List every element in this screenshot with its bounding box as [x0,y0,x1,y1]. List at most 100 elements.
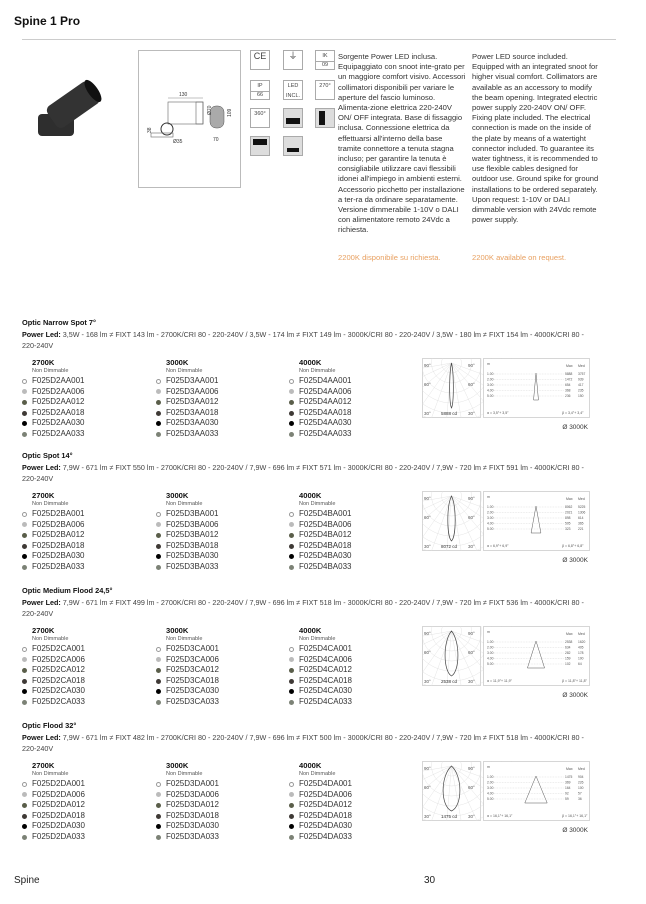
icon-label: 270° [319,83,331,89]
product-code-row: F025D4DA012 [289,800,419,811]
finish-color-dot [289,389,294,395]
dim-pivot: Ø35 [173,139,183,145]
distance-value: 5.00 [487,527,494,531]
distance-value: 2.00 [487,378,494,382]
product-code-row: F025D4CA006 [289,655,419,666]
product-code: F025D3DA018 [166,810,219,820]
dimming-type: Non Dimmable [32,636,69,642]
dimming-type: Non Dimmable [166,771,203,777]
color-temperature: 2700K [32,626,55,635]
product-code: F025D4DA001 [299,779,352,788]
finish-color-dot [156,399,161,405]
finish-color-dot [156,824,161,830]
ceiling-mount-icon [250,136,270,156]
max-lux-value: 8062 [565,505,573,509]
product-code-row: F025D3AA012 [156,397,286,408]
dimming-type: Non Dimmable [32,501,69,507]
temperature-column: 4000K Non Dimmable F025D4AA001 F025D4AA006 F… [289,358,419,440]
finish-color-dot [289,657,294,663]
med-lux-value: 100 [578,786,584,790]
note-italian: 2200K disponibile su richiesta. [338,253,441,262]
photometric-chart: 90° 90° 60° 60° 30° 30° 8072 cd m Max Med 1.00 8062… [422,491,590,551]
product-code-row: F025D3AA030 [156,418,286,429]
med-lux-value: 1620 [578,640,586,644]
med-lux-value: 100 [578,657,584,661]
product-code: F025D3DA033 [166,831,219,841]
product-code-row: F025D3DA033 [156,832,286,843]
product-code-row: F025D2DA018 [22,811,152,822]
product-code: F025D4BA018 [299,540,352,550]
icon-value: 66 [251,91,269,98]
finish-color-dot [22,543,27,549]
product-code-row: F025D3DA018 [156,811,286,822]
product-code: F025D2AA018 [32,407,85,417]
med-lux-value: 36 [578,797,582,801]
power-value: 3,5W - 168 lm ≠ FIXT 143 lm - 2700K/CRI … [22,330,584,350]
beam-cone [524,775,548,804]
power-led-spec: Power Led: 7,9W - 671 lm ≠ FIXT 482 lm -… [22,733,592,754]
finish-color-dot [156,646,161,652]
icon-value: 09 [316,61,334,68]
product-code-row: F025D2BA018 [22,541,152,552]
color-temperature: 4000K [299,358,322,367]
finish-color-dot [156,410,161,416]
optic-title: Optic Medium Flood 24,5° [22,586,113,595]
product-code: F025D2AA030 [32,418,85,428]
illuminance-frame [483,358,590,418]
beta-angle: β = 16,1°+ 16,1° [562,814,588,818]
product-code-row: F025D2AA012 [22,397,152,408]
wall-mount-icon [315,108,335,128]
temperature-column: 3000K Non Dimmable F025D3BA001 F025D3BA006 F… [156,491,286,573]
product-code: F025D2BA030 [32,551,85,561]
polar-angle-label: 60° [424,515,431,520]
distance-value: 5.00 [487,662,494,666]
color-temperature: 3000K [166,626,189,635]
med-lux-value: 235 [578,389,584,393]
temperature-column: 2700K Non Dimmable F025D2AA001 F025D2AA006 F… [22,358,152,440]
med-lux-value: 221 [578,527,584,531]
temperature-column: 2700K Non Dimmable F025D2CA001 F025D2CA006 F… [22,626,152,708]
product-code-row: F025D2CA006 [22,655,152,666]
product-code-row: F025D2DA033 [22,832,152,843]
med-lux-value: 64 [578,662,582,666]
product-code: F025D2CA018 [32,675,85,685]
temperature-column: 2700K Non Dimmable F025D2BA001 F025D2BA006 F… [22,491,152,573]
product-code: F025D3AA033 [166,428,219,438]
product-code: F025D3DA006 [166,789,219,799]
product-code: F025D4AA033 [299,428,352,438]
product-code-row: F025D4BA001 [289,509,419,520]
alpha-angle: α = 16,1°+ 16,1° [487,814,513,818]
product-code: F025D2AA012 [32,397,85,407]
polar-angle-label: 30° [424,814,431,819]
color-temperature: 4000K [299,491,322,500]
polar-curve [449,362,454,409]
finish-color-dot [289,399,294,405]
product-code-row: F025D2BA012 [22,530,152,541]
med-lux-value: 614 [578,516,584,520]
finish-color-dot [22,667,27,673]
icon-label: IP [257,83,263,89]
dimming-type: Non Dimmable [166,368,203,374]
max-lux-value: 59 [565,797,569,801]
product-code-row: F025D3DA001 [156,779,286,790]
beam-cone [530,505,542,534]
distance-value: 3.00 [487,383,494,387]
max-header: Max [566,767,573,771]
finish-color-dot [22,802,27,808]
med-lux-value: 178 [578,651,584,655]
max-lux-value: 898 [565,516,571,520]
max-lux-value: 368 [565,389,571,393]
med-lux-value: 904 [578,775,584,779]
product-code-row: F025D4AA001 [289,376,419,387]
product-code: F025D4BA030 [299,551,352,561]
finish-color-dot [22,792,27,798]
finish-color-dot [289,834,294,840]
distance-value: 5.00 [487,797,494,801]
product-code: F025D4DA006 [299,789,352,799]
finish-color-dot [156,532,161,538]
illuminance-frame [483,491,590,551]
product-code: F025D2DA006 [32,789,85,799]
product-code: F025D3CA033 [166,696,219,706]
product-code-row: F025D4DA001 [289,779,419,790]
polar-angle-label: 90° [424,496,431,501]
